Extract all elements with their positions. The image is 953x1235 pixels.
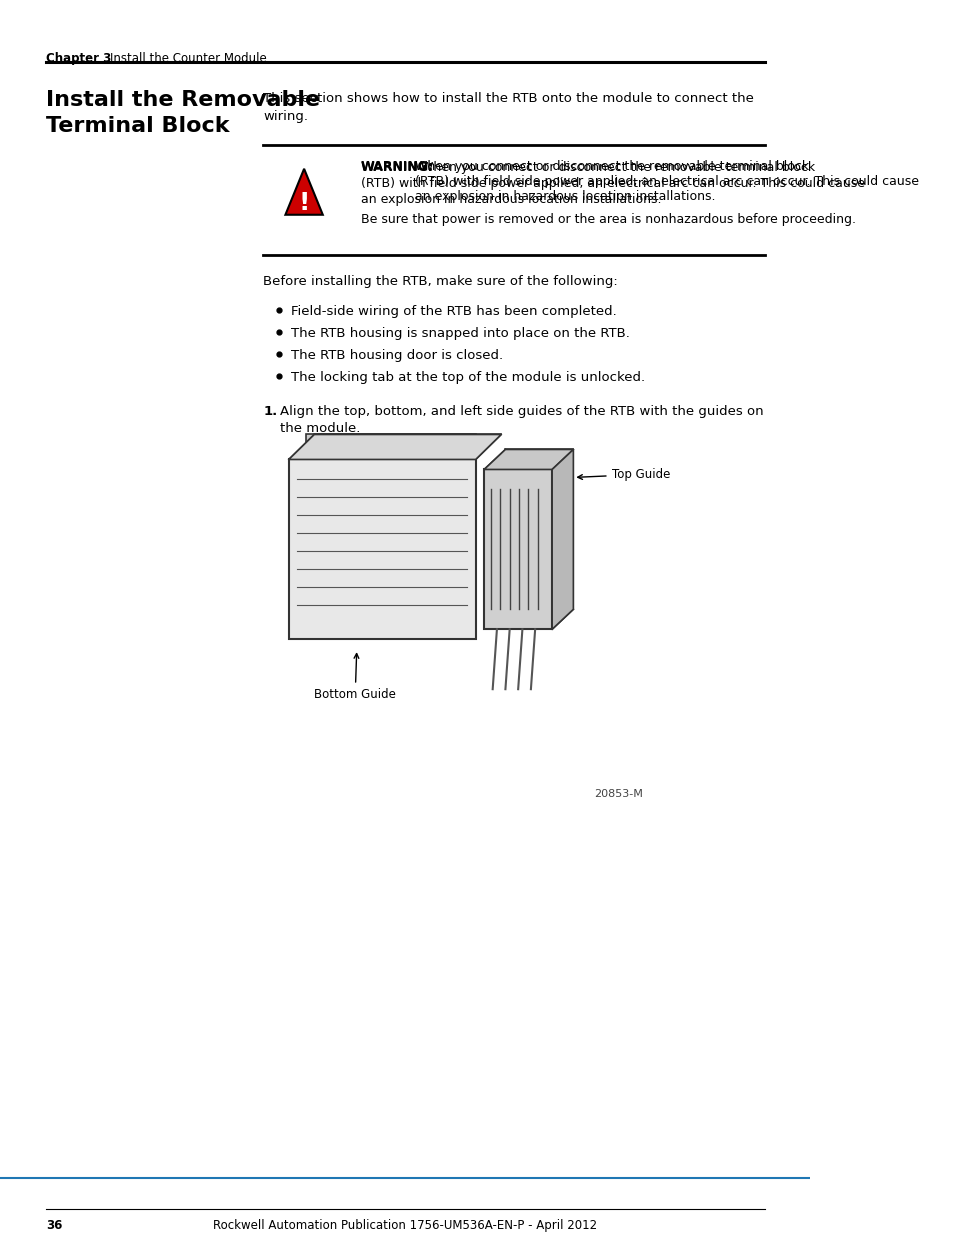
Text: wiring.: wiring. (263, 110, 308, 122)
Text: !: ! (298, 190, 310, 215)
Text: WARNING:: WARNING: (360, 161, 434, 174)
Text: Top Guide: Top Guide (578, 468, 669, 480)
Text: The RTB housing door is closed.: The RTB housing door is closed. (291, 348, 502, 362)
Text: WARNING:: WARNING: (360, 159, 434, 173)
Text: When you connect or disconnect the removable terminal block
(RTB) with field sid: When you connect or disconnect the remov… (415, 159, 919, 203)
Text: When you connect or disconnect the removable terminal block: When you connect or disconnect the remov… (421, 161, 815, 174)
Text: Be sure that power is removed or the area is nonhazardous before proceeding.: Be sure that power is removed or the are… (360, 212, 855, 226)
Text: The locking tab at the top of the module is unlocked.: The locking tab at the top of the module… (291, 370, 644, 384)
Polygon shape (484, 450, 573, 469)
Text: Install the Removable: Install the Removable (46, 90, 319, 110)
Text: 1.: 1. (263, 405, 277, 417)
Text: Chapter 3: Chapter 3 (46, 52, 111, 65)
Text: This section shows how to install the RTB onto the module to connect the: This section shows how to install the RT… (263, 91, 754, 105)
Text: Before installing the RTB, make sure of the following:: Before installing the RTB, make sure of … (263, 274, 618, 288)
Text: Rockwell Automation Publication 1756-UM536A-EN-P - April 2012: Rockwell Automation Publication 1756-UM5… (213, 1219, 597, 1231)
FancyBboxPatch shape (484, 469, 552, 630)
Text: Field-side wiring of the RTB has been completed.: Field-side wiring of the RTB has been co… (291, 305, 616, 317)
Polygon shape (552, 450, 573, 630)
Text: Bottom Guide: Bottom Guide (314, 653, 395, 700)
Text: 20853-M: 20853-M (594, 789, 643, 799)
Text: an explosion in hazardous location installations.: an explosion in hazardous location insta… (360, 193, 660, 206)
Text: The RTB housing is snapped into place on the RTB.: The RTB housing is snapped into place on… (291, 326, 629, 340)
Text: Install the Counter Module: Install the Counter Module (111, 52, 267, 65)
Polygon shape (289, 435, 500, 459)
Text: 36: 36 (46, 1219, 62, 1231)
Polygon shape (285, 169, 322, 215)
Text: Align the top, bottom, and left side guides of the RTB with the guides on: Align the top, bottom, and left side gui… (280, 405, 763, 417)
Text: Terminal Block: Terminal Block (46, 116, 229, 136)
Text: the module.: the module. (280, 421, 360, 435)
FancyBboxPatch shape (306, 435, 476, 459)
FancyBboxPatch shape (289, 459, 476, 640)
Text: (RTB) with field side power applied, an electrical arc can occur. This could cau: (RTB) with field side power applied, an … (360, 177, 864, 190)
